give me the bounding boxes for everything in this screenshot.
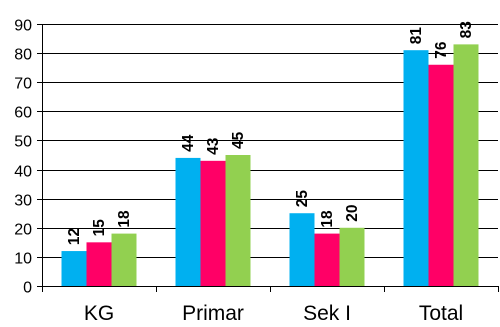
y-tick-label: 10 <box>14 251 32 268</box>
x-tick-label: Sek I <box>303 302 351 325</box>
bar <box>403 50 429 287</box>
x-tick-label: Total <box>419 302 463 325</box>
y-tick-label: 40 <box>14 164 32 181</box>
data-label: 83 <box>458 21 475 39</box>
bar <box>289 213 315 286</box>
y-tick-label: 30 <box>14 193 32 210</box>
bar <box>175 157 201 286</box>
bar <box>111 233 137 286</box>
data-label: 44 <box>180 134 197 152</box>
y-tick-label: 20 <box>14 222 32 239</box>
data-label: 12 <box>66 228 83 245</box>
y-tick-label: 80 <box>14 47 32 64</box>
bar <box>61 251 87 286</box>
y-tick-label: 90 <box>14 18 32 35</box>
y-tick-label: 70 <box>14 76 32 93</box>
data-label: 18 <box>319 210 336 228</box>
bar <box>86 242 112 286</box>
bar <box>314 233 340 286</box>
data-label: 43 <box>205 137 222 155</box>
y-tick-label: 50 <box>14 134 32 151</box>
y-tick-label: 60 <box>14 105 32 122</box>
bar <box>428 64 454 286</box>
data-label: 81 <box>408 27 425 45</box>
data-label: 25 <box>294 190 311 208</box>
data-label: 45 <box>230 131 247 149</box>
x-tick-label: Primar <box>182 302 244 325</box>
data-label: 18 <box>116 210 133 228</box>
bar <box>200 160 226 286</box>
bar <box>339 227 365 286</box>
data-label: 20 <box>344 205 361 222</box>
data-label: 15 <box>91 219 108 237</box>
bar <box>453 44 479 286</box>
bar <box>225 155 251 286</box>
data-label: 76 <box>433 41 450 59</box>
x-tick-label: KG <box>84 302 114 325</box>
y-tick-label: 0 <box>23 280 32 297</box>
